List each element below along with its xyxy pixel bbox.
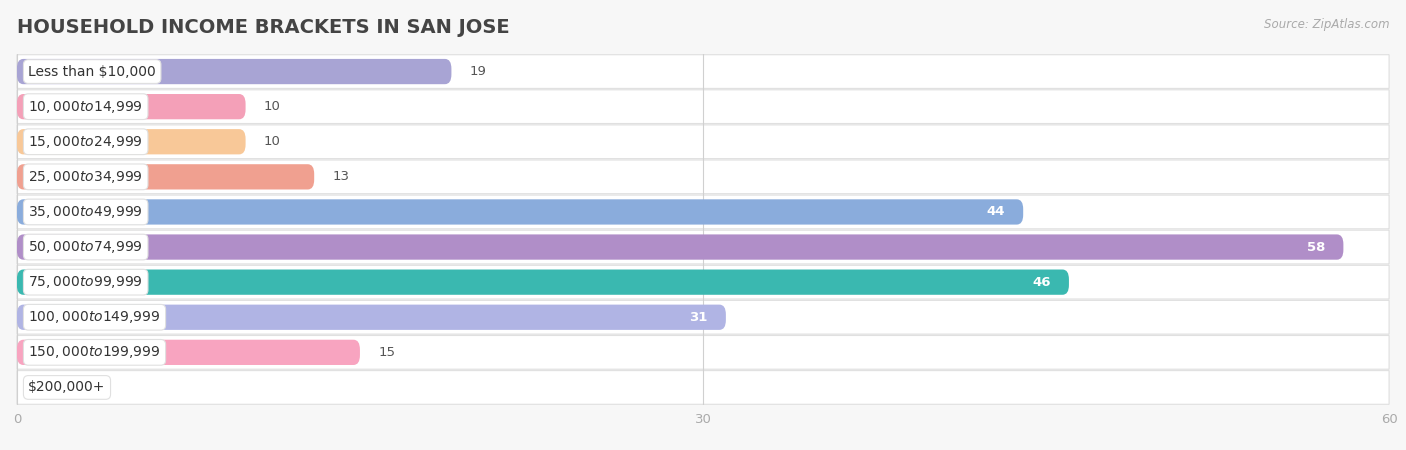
Text: $25,000 to $34,999: $25,000 to $34,999	[28, 169, 143, 185]
Text: $35,000 to $49,999: $35,000 to $49,999	[28, 204, 143, 220]
FancyBboxPatch shape	[17, 270, 1069, 295]
Text: 44: 44	[987, 206, 1005, 218]
FancyBboxPatch shape	[17, 90, 1389, 123]
Text: $10,000 to $14,999: $10,000 to $14,999	[28, 99, 143, 115]
FancyBboxPatch shape	[17, 59, 451, 84]
FancyBboxPatch shape	[17, 234, 1343, 260]
Text: 15: 15	[378, 346, 395, 359]
Text: $100,000 to $149,999: $100,000 to $149,999	[28, 309, 160, 325]
FancyBboxPatch shape	[17, 305, 725, 330]
FancyBboxPatch shape	[17, 195, 1389, 229]
Text: 19: 19	[470, 65, 486, 78]
FancyBboxPatch shape	[17, 336, 1389, 369]
Text: Source: ZipAtlas.com: Source: ZipAtlas.com	[1264, 18, 1389, 31]
Text: 10: 10	[264, 135, 281, 148]
Text: 31: 31	[689, 311, 707, 324]
Text: 10: 10	[264, 100, 281, 113]
Text: 58: 58	[1306, 241, 1324, 253]
Text: $75,000 to $99,999: $75,000 to $99,999	[28, 274, 143, 290]
FancyBboxPatch shape	[17, 301, 1389, 334]
FancyBboxPatch shape	[17, 230, 1389, 264]
Text: $150,000 to $199,999: $150,000 to $199,999	[28, 344, 160, 360]
Text: $50,000 to $74,999: $50,000 to $74,999	[28, 239, 143, 255]
Text: Less than $10,000: Less than $10,000	[28, 64, 156, 79]
FancyBboxPatch shape	[17, 129, 246, 154]
Text: 46: 46	[1032, 276, 1050, 288]
FancyBboxPatch shape	[17, 164, 314, 189]
FancyBboxPatch shape	[17, 160, 1389, 194]
FancyBboxPatch shape	[17, 125, 1389, 158]
FancyBboxPatch shape	[17, 371, 1389, 404]
FancyBboxPatch shape	[17, 55, 1389, 88]
Text: HOUSEHOLD INCOME BRACKETS IN SAN JOSE: HOUSEHOLD INCOME BRACKETS IN SAN JOSE	[17, 18, 509, 37]
Text: $15,000 to $24,999: $15,000 to $24,999	[28, 134, 143, 150]
Text: 0: 0	[35, 381, 44, 394]
Text: $200,000+: $200,000+	[28, 380, 105, 395]
FancyBboxPatch shape	[17, 94, 246, 119]
FancyBboxPatch shape	[17, 199, 1024, 225]
FancyBboxPatch shape	[17, 266, 1389, 299]
Text: 13: 13	[332, 171, 350, 183]
FancyBboxPatch shape	[17, 340, 360, 365]
